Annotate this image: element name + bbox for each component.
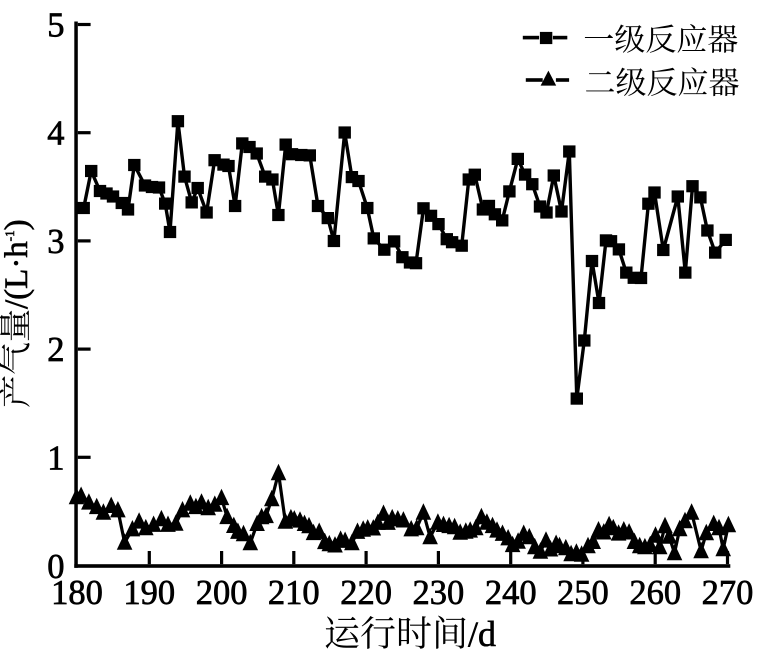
svg-text:230: 230 [413,574,465,612]
svg-text:5: 5 [47,7,64,45]
svg-text:260: 260 [629,574,681,612]
svg-text:2: 2 [47,331,64,369]
svg-text:3: 3 [47,223,64,261]
svg-text:240: 240 [485,574,537,612]
svg-text:/d: /d [468,614,496,654]
svg-text:190: 190 [123,574,175,612]
svg-text:270: 270 [702,574,754,612]
svg-text:4: 4 [47,115,64,153]
svg-text:200: 200 [196,574,248,612]
svg-text:1: 1 [47,439,64,477]
svg-text:180: 180 [51,574,103,612]
svg-text:210: 210 [268,574,320,612]
svg-text:0: 0 [47,548,64,586]
svg-text:/(L·h-1): /(L·h-1) [0,219,35,309]
svg-text:250: 250 [557,574,609,612]
svg-text:220: 220 [340,574,392,612]
